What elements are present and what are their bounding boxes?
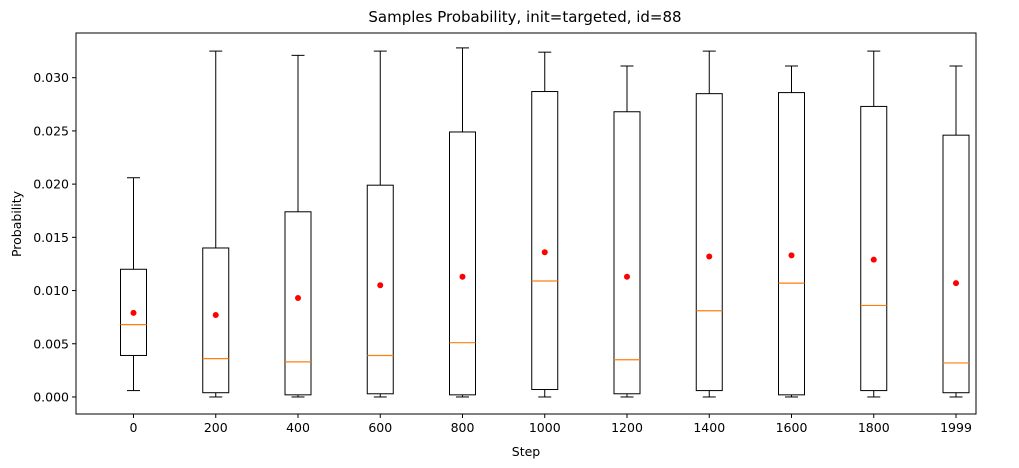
mean-marker: [870, 256, 877, 263]
x-tick-label: 1200: [611, 420, 643, 435]
iqr-box: [778, 92, 805, 396]
y-tick-label: 0.020: [33, 177, 69, 192]
x-tick-label: 1000: [529, 420, 561, 435]
y-axis-title: Probability: [9, 190, 24, 257]
chart-title: Samples Probability, init=targeted, id=8…: [368, 8, 681, 26]
iqr-box: [284, 211, 312, 396]
iqr-box: [120, 268, 147, 356]
box-1400: [695, 50, 723, 398]
x-tick-label: 1999: [940, 420, 972, 435]
box-0: [120, 177, 147, 392]
x-tick-label: 200: [204, 420, 228, 435]
mean-marker: [377, 282, 384, 289]
iqr-box: [860, 105, 888, 392]
mean-marker: [624, 273, 630, 280]
box-1200: [613, 65, 641, 398]
mean-marker: [212, 312, 219, 319]
mean-marker: [130, 309, 137, 316]
x-tick-label: 1400: [693, 420, 725, 435]
box-series: [120, 47, 970, 398]
x-tick-label: 600: [368, 420, 392, 435]
mean-marker: [953, 280, 959, 287]
x-tick-label: 1800: [858, 420, 890, 435]
y-tick-label: 0.010: [33, 283, 69, 298]
box-1000: [531, 51, 559, 398]
y-tick-label: 0.015: [33, 230, 69, 245]
box-600: [366, 50, 394, 398]
mean-marker: [788, 252, 795, 259]
box-1800: [860, 50, 888, 398]
iqr-box: [613, 111, 641, 395]
box-800: [449, 47, 476, 398]
y-tick-label: 0.030: [33, 70, 69, 85]
x-tick-label: 400: [286, 420, 310, 435]
x-tick-label: 1600: [776, 420, 808, 435]
mean-marker: [459, 273, 466, 280]
box-1600: [778, 65, 805, 398]
mean-marker: [295, 294, 301, 301]
box-400: [284, 54, 312, 398]
x-tick-label: 0: [130, 420, 138, 435]
iqr-box: [202, 247, 230, 394]
box-200: [202, 50, 230, 398]
iqr-box: [531, 91, 559, 391]
mean-marker: [541, 249, 548, 256]
x-tick-label: 800: [451, 420, 475, 435]
y-axis: 0.000 0.005 0.010 0.015 0.020 0.025 0.030: [33, 70, 76, 404]
x-axis-title: Step: [512, 444, 541, 459]
x-axis: 0 200 400 600 800 1000 1200 1400 1600 1800 1999: [130, 414, 972, 435]
box-1999: [942, 65, 970, 398]
plot-area-frame: [75, 32, 977, 415]
y-tick-label: 0.000: [33, 389, 69, 404]
y-tick-label: 0.025: [33, 123, 69, 138]
y-tick-label: 0.005: [33, 336, 69, 351]
mean-marker: [706, 253, 713, 260]
iqr-box: [449, 131, 476, 396]
iqr-box: [366, 184, 394, 395]
iqr-box: [695, 93, 723, 392]
iqr-box: [942, 134, 970, 394]
